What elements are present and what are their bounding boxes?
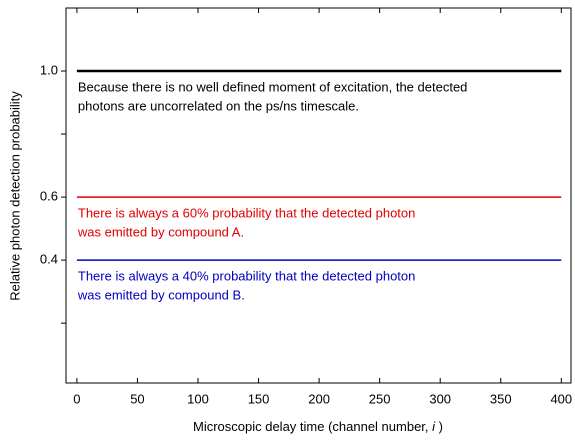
x-label-part: Microscopic delay time (channel number, — [193, 419, 432, 434]
y-tick-label: 0.6 — [40, 189, 58, 204]
x-tick-label: 200 — [308, 391, 330, 406]
annotation: was emitted by compound A. — [77, 225, 244, 240]
annotation: There is always a 40% probability that t… — [78, 269, 416, 284]
x-tick-label: 250 — [369, 391, 391, 406]
x-label-part: ) — [435, 419, 443, 434]
annotation: photons are uncorrelated on the ps/ns ti… — [78, 98, 359, 113]
x-tick-label: 0 — [73, 391, 80, 406]
annotation: was emitted by compound B. — [77, 288, 245, 303]
annotation: There is always a 60% probability that t… — [78, 206, 416, 221]
x-tick-label: 400 — [550, 391, 572, 406]
y-tick-label: 1.0 — [40, 62, 58, 77]
x-label-part: i — [432, 419, 436, 434]
x-tick-label: 350 — [490, 391, 512, 406]
x-tick-label: 300 — [429, 391, 451, 406]
plot-frame — [65, 7, 572, 384]
x-tick-label: 150 — [248, 391, 270, 406]
y-axis-label: Relative photon detection probability — [7, 91, 22, 301]
x-tick-label: 50 — [130, 391, 144, 406]
x-tick-label: 100 — [187, 391, 209, 406]
y-tick-label: 0.4 — [40, 252, 58, 267]
annotation: Because there is no well defined moment … — [78, 79, 468, 94]
x-axis-label: Microscopic delay time (channel number, … — [193, 419, 443, 434]
